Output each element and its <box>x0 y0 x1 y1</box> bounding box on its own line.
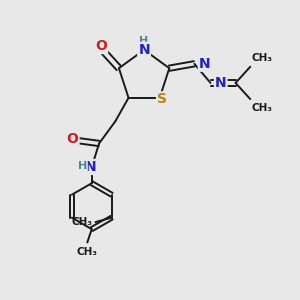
Text: H: H <box>78 160 87 171</box>
Text: CH₃: CH₃ <box>71 217 92 227</box>
Text: O: O <box>67 132 79 146</box>
Text: S: S <box>157 92 167 106</box>
Text: CH₃: CH₃ <box>252 103 273 112</box>
Text: H: H <box>140 36 149 46</box>
Text: N: N <box>215 76 226 90</box>
Text: CH₃: CH₃ <box>77 247 98 257</box>
Text: O: O <box>95 39 107 53</box>
Text: CH₃: CH₃ <box>252 53 273 63</box>
Text: N: N <box>84 160 96 174</box>
Text: N: N <box>138 43 150 57</box>
Text: N: N <box>199 57 210 71</box>
